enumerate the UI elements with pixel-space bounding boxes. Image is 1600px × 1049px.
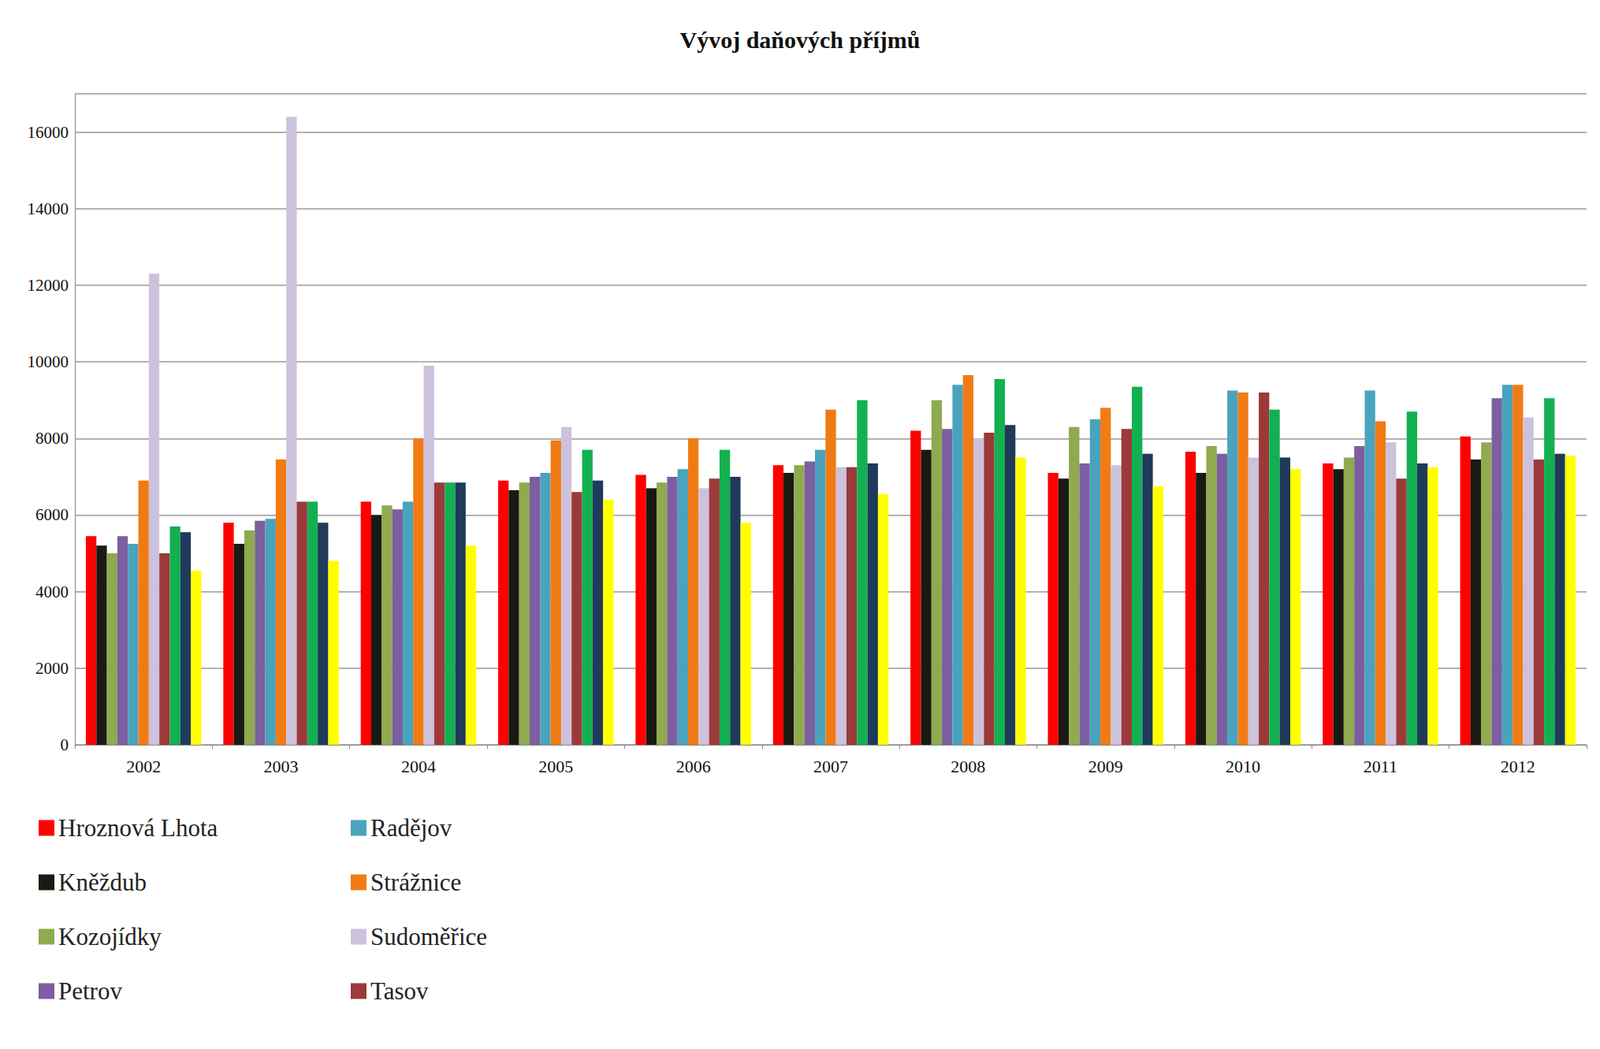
svg-text:2010: 2010 [1225, 756, 1261, 777]
svg-text:Tasov: Tasov [370, 977, 429, 1005]
svg-text:16000: 16000 [27, 122, 70, 142]
svg-text:4000: 4000 [35, 582, 69, 602]
svg-text:8000: 8000 [35, 428, 69, 448]
svg-text:0: 0 [60, 735, 70, 755]
svg-text:2005: 2005 [538, 756, 574, 777]
svg-text:2009: 2009 [1088, 756, 1124, 777]
svg-text:2007: 2007 [813, 756, 849, 777]
svg-text:2011: 2011 [1363, 756, 1398, 777]
svg-text:2000: 2000 [35, 658, 69, 678]
svg-text:Kozojídky: Kozojídky [58, 922, 162, 951]
svg-text:14000: 14000 [27, 199, 70, 219]
svg-text:2006: 2006 [676, 756, 711, 777]
svg-text:Hroznová Lhota: Hroznová Lhota [58, 814, 219, 842]
svg-text:Sudoměřice: Sudoměřice [370, 922, 488, 951]
svg-text:Petrov: Petrov [58, 977, 123, 1005]
svg-text:Radějov: Radějov [370, 814, 453, 842]
svg-text:Vývoj daňových příjmů: Vývoj daňových příjmů [679, 26, 920, 53]
svg-text:Strážnice: Strážnice [370, 868, 462, 897]
svg-text:2002: 2002 [126, 756, 161, 777]
svg-text:2003: 2003 [264, 756, 299, 777]
svg-text:10000: 10000 [27, 352, 70, 372]
svg-text:12000: 12000 [27, 275, 70, 295]
svg-text:Kněždub: Kněždub [58, 868, 147, 897]
svg-text:2008: 2008 [950, 756, 986, 777]
svg-text:6000: 6000 [35, 505, 69, 525]
svg-text:2004: 2004 [401, 756, 436, 777]
svg-text:2012: 2012 [1500, 756, 1536, 777]
